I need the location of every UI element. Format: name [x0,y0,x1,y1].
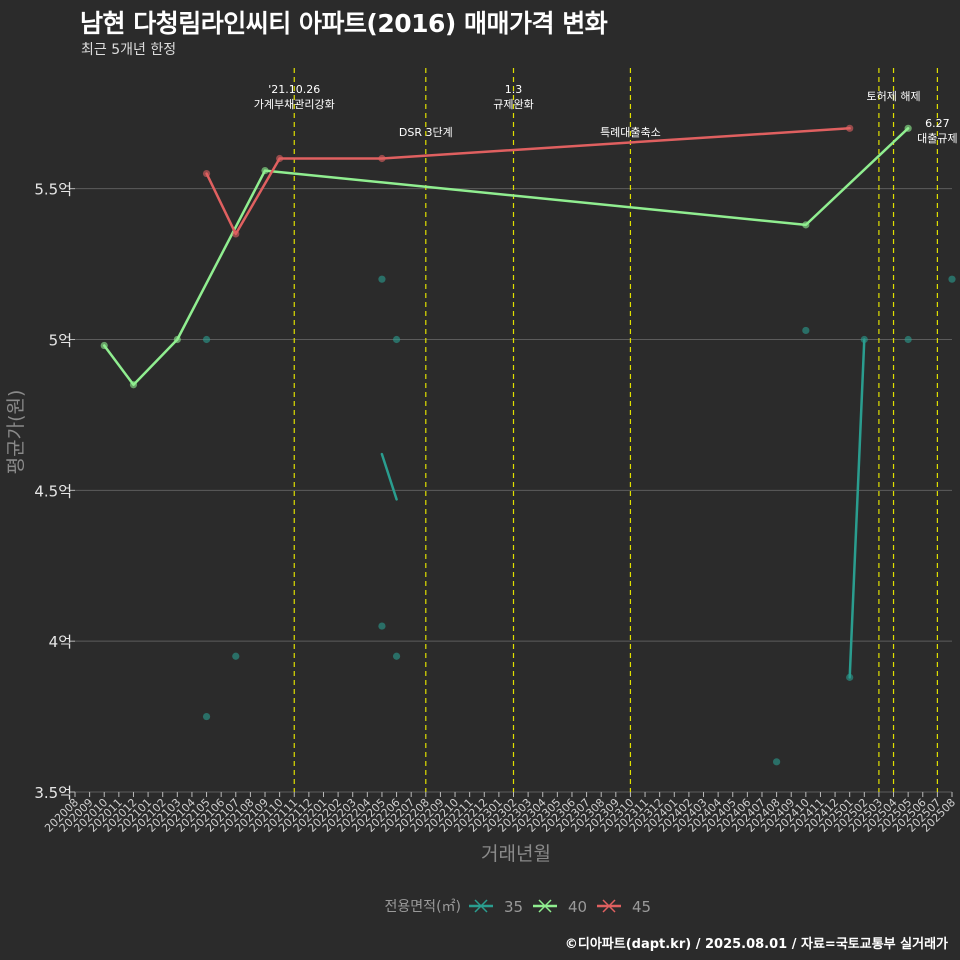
series-40 [100,124,912,389]
data-point-40 [173,335,181,344]
legend: 전용면적(㎡) 35 40 45 [385,898,652,916]
legend-label: 45 [632,898,651,916]
series-45 [202,124,854,238]
data-point-35 [202,335,211,344]
legend-swatch-cross [474,899,488,913]
y-tick-label: 5.5억 [34,181,72,199]
data-point-35 [773,758,781,766]
legend-label: 35 [504,898,523,916]
data-point-35 [948,275,956,283]
y-axis: 3.5억 4억 4.5억 5억 5.5억 [34,181,75,802]
y-tick-label: 3.5억 [34,784,72,802]
y-tick-label: 4억 [49,633,72,651]
data-point-40 [261,166,269,175]
y-tick-label: 4.5억 [34,482,72,500]
y-axis-title: 평균가(원) [5,390,27,475]
data-point-35 [392,335,401,344]
series-35 [202,275,956,766]
event-label: 가계부채관리강화 [254,98,335,111]
data-point-35 [202,712,211,721]
data-point-35 [392,652,401,660]
series-line-35 [848,338,866,679]
data-point-35 [860,335,868,344]
data-point-45 [202,169,211,178]
event-label: DSR 3단계 [399,126,453,139]
data-point-45 [276,154,284,163]
data-point-40 [129,381,138,389]
data-point-35 [846,673,854,681]
data-point-35 [904,335,912,344]
event-label: 규제완화 [493,98,533,111]
chart-subtitle: 최근 5개년 한정 [81,42,177,58]
data-point-40 [802,221,810,229]
chart-title: 남현 다청림라인씨티 아파트(2016) 매매가격 변화 [80,9,608,38]
series-line-45 [205,127,851,236]
data-point-45 [232,230,240,238]
series-group [100,124,956,766]
event-label: 대출규제 [917,132,957,145]
event-label: 6.27 [925,117,950,130]
event-label: 토허제 해제 [866,89,920,103]
data-point-35 [802,326,810,335]
series-line-35 [380,452,398,501]
data-point-45 [378,154,386,163]
x-axis-title: 거래년월 [481,843,551,865]
data-point-45 [846,124,854,132]
event-label: 1.3 [505,83,523,96]
legend-swatch-cross [602,899,616,913]
source-caption: ©디아파트(dapt.kr) / 2025.08.01 / 자료=국토교통부 실… [564,937,948,952]
data-point-35 [378,622,386,630]
event-label: '21.10.26 [268,83,320,96]
legend-title: 전용면적(㎡) [385,899,461,915]
event-label: 특례대출축소 [600,126,661,139]
data-point-40 [904,124,912,132]
data-point-35 [232,652,240,660]
data-point-35 [378,275,386,283]
y-tick-label: 5억 [49,332,72,350]
legend-swatch-cross [538,899,552,913]
series-line-40 [102,127,910,387]
x-axis: 2020082020092020102020112020122021012021… [42,792,958,835]
data-point-40 [100,341,108,350]
legend-label: 40 [568,898,587,916]
